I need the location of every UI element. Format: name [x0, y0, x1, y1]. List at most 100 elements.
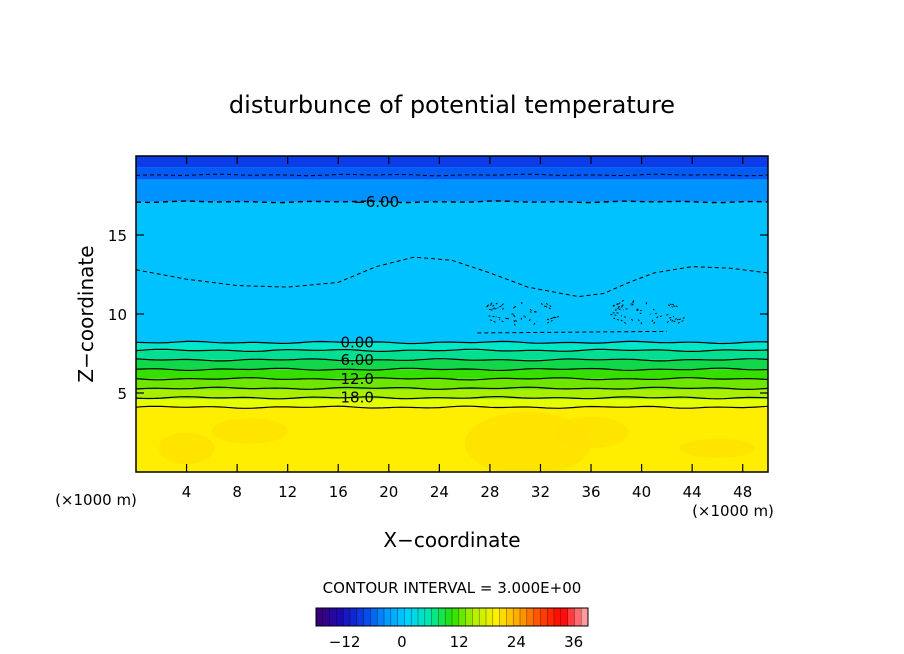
x-tick-label-48: 48 — [733, 483, 752, 501]
colorbar-seg-32 — [533, 608, 541, 626]
colorbar-seg-6 — [356, 608, 365, 626]
x-tick-label-36: 36 — [581, 483, 600, 501]
field-band-11 — [136, 156, 768, 168]
contour-solid-4 — [136, 367, 768, 372]
colorbar-seg-8 — [370, 608, 378, 626]
warm-patch-3 — [553, 416, 629, 449]
colorbar-tick-0: 0 — [397, 633, 407, 651]
x-unit-label-left: (×1000 m) — [55, 491, 137, 509]
colorbar-seg-2 — [329, 608, 337, 626]
colorbar-seg-1 — [322, 608, 331, 626]
contour-neg-6 — [136, 200, 768, 204]
colorbar-seg-9 — [377, 608, 385, 626]
x-tick-label-4: 4 — [182, 483, 192, 501]
turbulent-patch-1 — [485, 301, 561, 326]
x-tick-label-8: 8 — [232, 483, 242, 501]
colorbar-seg-10 — [384, 608, 392, 626]
temperature-field — [136, 156, 768, 472]
contour-neg-3 — [136, 256, 768, 298]
colorbar-tick-12: 12 — [450, 633, 469, 651]
colorbar-seg-18 — [438, 608, 446, 626]
contour-label-1: 0.00 — [340, 333, 373, 351]
colorbar-tick-24: 24 — [507, 633, 526, 651]
x-axis: 4 8 12 16 20 24 28 32 36 40 44 48 — [182, 156, 752, 501]
field-band-6 — [136, 350, 768, 360]
colorbar-seg-34 — [547, 608, 555, 626]
x-tick-label-28: 28 — [480, 483, 499, 501]
x-tick-label-16: 16 — [329, 483, 348, 501]
y-tick-label-10: 10 — [108, 306, 127, 324]
field-band-1 — [136, 399, 768, 408]
contour-solid-1 — [136, 395, 768, 400]
contour-label-3: 12.0 — [340, 370, 373, 388]
colorbar-seg-0 — [316, 608, 324, 626]
colorbar-seg-39 — [581, 608, 589, 626]
warm-patch-0 — [158, 432, 215, 465]
turbulent-patch-2 — [609, 299, 687, 325]
colorbar-seg-16 — [424, 608, 433, 626]
contour-label-4: 18.0 — [340, 389, 373, 407]
colorbar-seg-25 — [486, 608, 494, 626]
colorbar-seg-12 — [397, 608, 405, 626]
contour-label-0: −6.00 — [353, 193, 399, 211]
y-axis: 5 10 15 — [108, 227, 768, 403]
field-band-9 — [136, 179, 768, 202]
contour-neg-small — [477, 330, 667, 334]
colorbar-seg-4 — [343, 608, 351, 626]
chart-title: disturbunce of potential temperature — [229, 91, 675, 119]
colorbar-seg-33 — [540, 608, 548, 626]
contour-solid-0 — [136, 405, 768, 409]
colorbar-seg-35 — [554, 608, 562, 626]
y-tick-label-15: 15 — [108, 227, 127, 245]
contour-solid-5 — [136, 358, 768, 362]
contour-solid-3 — [136, 377, 768, 381]
x-unit-label-right: (×1000 m) — [692, 502, 774, 520]
x-tick-label-40: 40 — [632, 483, 651, 501]
colorbar: −12 0 12 24 36 — [315, 607, 589, 651]
colorbar-seg-23 — [472, 608, 480, 626]
colorbar-tick-36: 36 — [564, 633, 583, 651]
x-tick-label-32: 32 — [531, 483, 550, 501]
x-tick-label-20: 20 — [379, 483, 398, 501]
contour-interval-text: CONTOUR INTERVAL = 3.000E+00 — [323, 579, 582, 597]
x-axis-label: X−coordinate — [383, 528, 520, 552]
field-band-8 — [136, 201, 768, 343]
x-tick-label-24: 24 — [430, 483, 449, 501]
colorbar-seg-14 — [411, 608, 419, 626]
field-band-5 — [136, 359, 768, 370]
colorbar-seg-26 — [492, 608, 501, 626]
warm-patch-1 — [211, 418, 288, 444]
colorbar-seg-15 — [418, 608, 426, 626]
colorbar-seg-11 — [390, 608, 399, 626]
field-band-7 — [136, 342, 768, 351]
colorbar-seg-17 — [431, 608, 439, 626]
colorbar-seg-5 — [350, 608, 358, 626]
warm-patch-4 — [679, 438, 756, 458]
colorbar-seg-29 — [513, 608, 521, 626]
y-axis-label: Z−coordinate — [74, 245, 98, 382]
colorbar-tick--12: −12 — [329, 633, 361, 651]
colorbar-seg-37 — [567, 608, 575, 626]
colorbar-seg-22 — [465, 608, 473, 626]
field-band-4 — [136, 369, 768, 379]
contour-solid-7 — [136, 340, 768, 345]
x-tick-label-44: 44 — [683, 483, 702, 501]
colorbar-seg-20 — [452, 608, 460, 626]
field-band-2 — [136, 389, 768, 400]
colorbar-seg-3 — [336, 608, 344, 626]
colorbar-seg-28 — [506, 608, 514, 626]
colorbar-seg-19 — [445, 608, 453, 626]
field-band-10 — [136, 167, 768, 180]
colorbar-seg-27 — [499, 608, 507, 626]
contour-solid-6 — [136, 348, 768, 353]
contour-solid-2 — [136, 386, 768, 391]
colorbar-seg-36 — [560, 608, 569, 626]
colorbar-frame — [315, 607, 589, 627]
colorbar-seg-13 — [404, 608, 412, 626]
colorbar-seg-30 — [520, 608, 528, 626]
y-tick-label-5: 5 — [117, 385, 127, 403]
colorbar-seg-21 — [458, 608, 467, 626]
colorbar-seg-24 — [479, 608, 487, 626]
